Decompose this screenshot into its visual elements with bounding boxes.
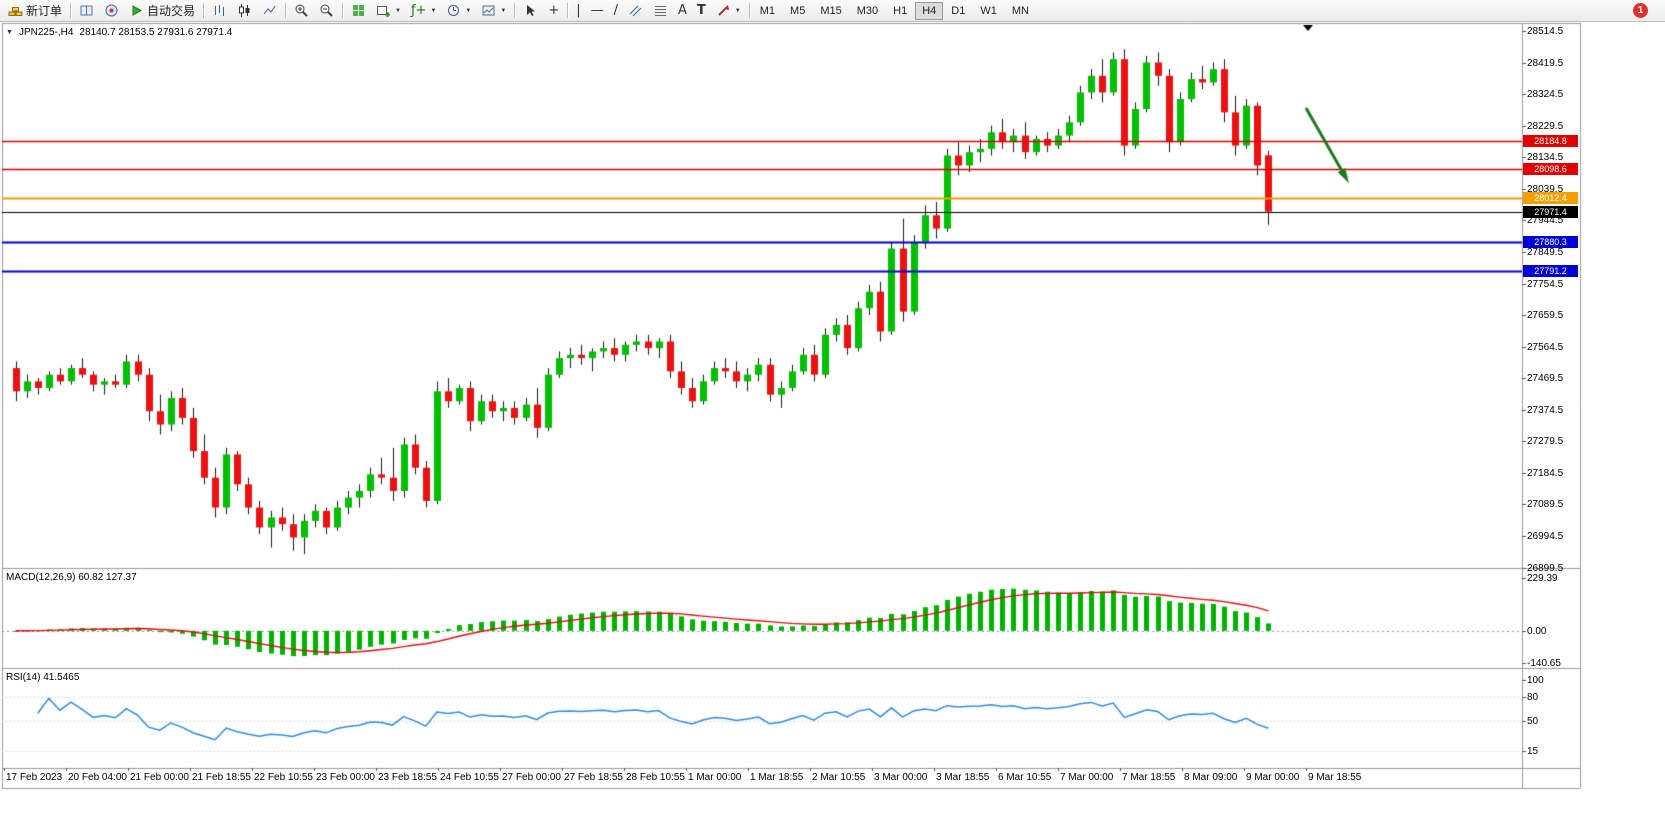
price-axis[interactable] <box>1523 23 1580 768</box>
fibonacci-icon <box>655 6 667 16</box>
zoom-in-button[interactable] <box>289 1 314 21</box>
chart-menu-icon[interactable]: ▼ <box>6 29 13 36</box>
chevron-down-icon: ▼ <box>500 7 507 14</box>
timeframe-button-w1[interactable]: W1 <box>973 2 1004 20</box>
zoom-in-icon <box>295 4 308 17</box>
arrows-button[interactable]: ▼ <box>711 1 746 21</box>
timeframe-button-m15[interactable]: M15 <box>813 2 848 20</box>
candlestick-chart-icon <box>239 4 250 17</box>
chart-header: ▼ JPN225-,H4 28140.7 28153.5 27931.6 279… <box>6 27 232 38</box>
chevron-down-icon: ▼ <box>465 7 472 14</box>
toolbar-separator <box>70 3 72 18</box>
zoom-out-button[interactable] <box>314 1 339 21</box>
candlestick-chart-button[interactable] <box>232 1 257 21</box>
autotrading-button[interactable]: 自动交易 <box>124 1 200 21</box>
timeframe-button-m1[interactable]: M1 <box>753 2 782 20</box>
timeframe-buttons: M1 M5 M15 M30 H1 H4 D1 W1 MN <box>753 1 1036 20</box>
channel-icon <box>629 5 642 17</box>
toolbar-separator <box>342 3 344 18</box>
clock-icon <box>448 5 460 16</box>
equidistant-channel-button[interactable] <box>623 1 648 21</box>
chevron-down-icon: ▼ <box>430 7 437 14</box>
depth-of-market-button[interactable] <box>74 1 99 21</box>
notification-badge[interactable]: 1 <box>1633 3 1648 18</box>
label-icon: T <box>696 3 706 18</box>
new-order-label: 新订单 <box>26 4 63 18</box>
timeframe-button-m30[interactable]: M30 <box>850 2 885 20</box>
timeframe-button-m5[interactable]: M5 <box>783 2 812 20</box>
macd-label: MACD(12,26,9) 60.82 127.37 <box>6 572 137 583</box>
crosshair-button[interactable]: + <box>543 1 564 21</box>
text-label-button[interactable]: T <box>692 1 711 21</box>
toolbar-separator <box>748 3 750 18</box>
timeframe-button-mn[interactable]: MN <box>1005 2 1036 20</box>
fibonacci-button[interactable] <box>648 1 673 21</box>
toolbar-separator <box>514 3 516 18</box>
chevron-down-icon: ▼ <box>395 7 401 14</box>
template-icon <box>482 5 495 16</box>
chevron-down-icon: ▼ <box>734 7 741 14</box>
cursor-button[interactable] <box>518 1 543 21</box>
community-button[interactable] <box>99 1 124 21</box>
pane-divider-macd[interactable] <box>0 566 1580 571</box>
period-button[interactable]: ▼ <box>441 1 476 21</box>
cursor-icon <box>527 5 536 16</box>
timeframe-button-d1[interactable]: D1 <box>944 2 972 20</box>
new-chart-icon <box>377 6 391 17</box>
toolbar-separator <box>567 3 569 18</box>
horizontal-line-icon: — <box>590 3 604 18</box>
arrow-shape-icon <box>718 5 729 16</box>
book-icon <box>80 5 93 16</box>
text-icon: A <box>678 3 687 18</box>
bar-chart-icon <box>215 5 225 16</box>
play-icon <box>132 5 143 16</box>
new-order-icon <box>8 7 23 16</box>
tile-windows-icon <box>353 5 365 16</box>
chart-ohlc-values: 28140.7 28153.5 27931.6 27971.4 <box>79 27 233 38</box>
horizontal-line-button[interactable]: — <box>586 1 609 21</box>
template-button[interactable]: ▼ <box>476 1 511 21</box>
zoom-out-icon <box>320 4 333 17</box>
function-icon: ƒ+ <box>410 3 427 18</box>
time-axis[interactable] <box>0 769 1523 788</box>
toolbar: 新订单 自动交易 ▼ ƒ+ ▼ ▼ ▼ <box>0 0 1665 22</box>
indicators-button[interactable]: ƒ+ ▼ <box>406 1 441 21</box>
vertical-line-button[interactable]: | <box>571 1 585 21</box>
line-chart-button[interactable] <box>257 1 282 21</box>
bar-chart-button[interactable] <box>207 1 232 21</box>
pane-divider-rsi[interactable] <box>0 666 1580 671</box>
toolbar-separator <box>203 3 205 18</box>
tile-windows-button[interactable] <box>346 1 371 21</box>
crosshair-icon: + <box>548 3 560 18</box>
new-order-button[interactable]: 新订单 <box>3 1 67 21</box>
new-chart-button[interactable]: ▼ <box>371 1 406 21</box>
trendline-button[interactable]: / <box>609 1 623 21</box>
autotrading-label: 自动交易 <box>147 4 196 18</box>
chart-symbol-period: JPN225-,H4 <box>18 27 74 38</box>
vertical-line-icon: | <box>576 3 581 18</box>
globe-icon <box>105 4 118 17</box>
toolbar-separator <box>285 3 287 18</box>
timeframe-button-h1[interactable]: H1 <box>886 2 914 20</box>
timeframe-button-h4[interactable]: H4 <box>915 1 944 20</box>
rsi-label: RSI(14) 41.5465 <box>6 672 80 683</box>
text-button[interactable]: A <box>673 1 692 21</box>
line-chart-icon <box>263 5 276 15</box>
trendline-icon: / <box>613 3 619 18</box>
